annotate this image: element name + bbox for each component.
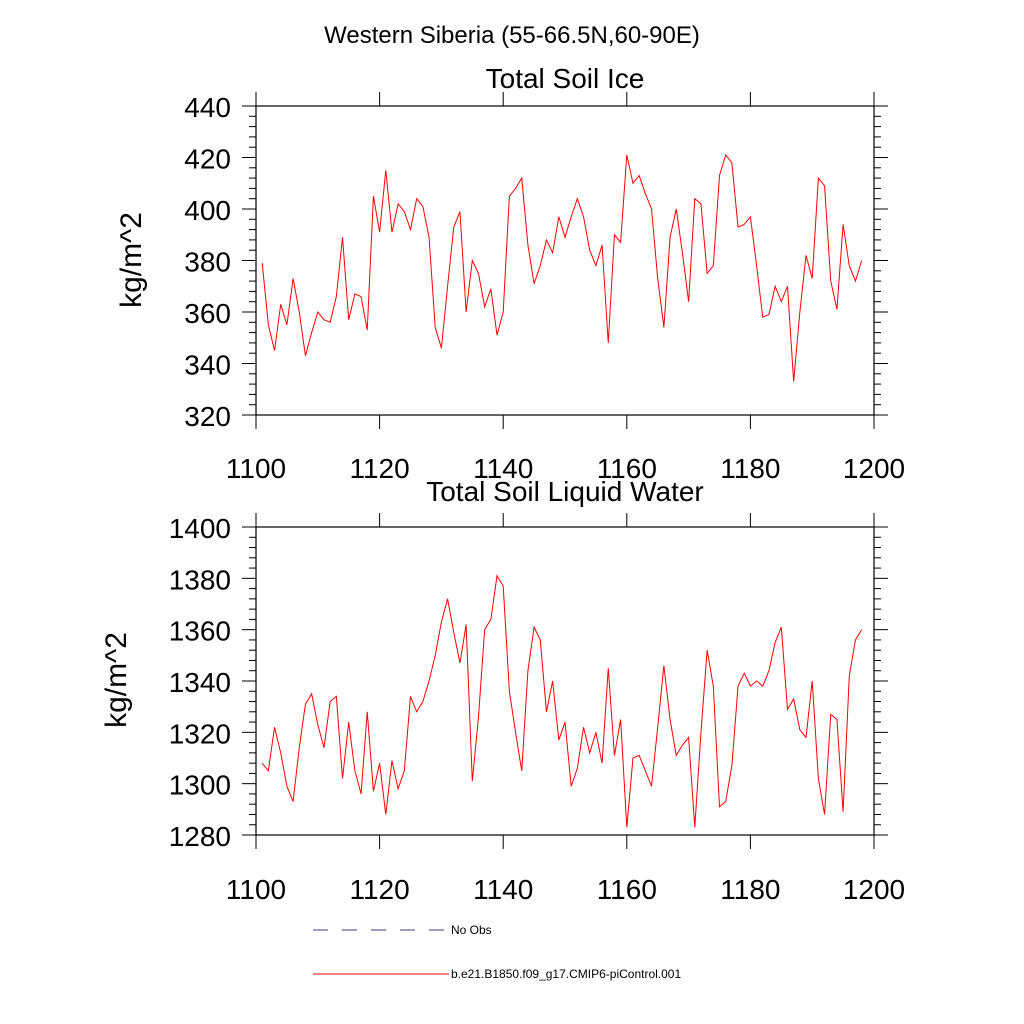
legend: No Obs b.e21.B1850.f09_g17.CMIP6-piContr…	[313, 923, 681, 981]
x-tick-label-1100: 1100	[226, 874, 286, 905]
y-tick-label-1300: 1300	[169, 770, 231, 801]
x-tick-label-1120: 1120	[349, 453, 409, 484]
y-tick-label-440: 440	[184, 92, 231, 123]
y-tick-label-1280: 1280	[169, 821, 231, 852]
figure-title: Western Siberia (55-66.5N,60-90E)	[324, 22, 700, 49]
y-tick-label-380: 380	[184, 247, 231, 278]
y-tick-label-1340: 1340	[169, 667, 231, 698]
x-tick-label-1100: 1100	[226, 453, 286, 484]
series-total-soil-ice	[261, 153, 863, 382]
chart-title-total-soil-liquid-water: Total Soil Liquid Water	[426, 476, 704, 507]
tick-labels-total-soil-ice: 320 340 360 380 400 420 440 1100 1120 1140 1160 118…	[184, 92, 905, 484]
y-tick-label-420: 420	[184, 144, 231, 175]
x-tick-label-1140: 1140	[473, 874, 533, 905]
series-total-soil-liquid-water	[261, 574, 863, 828]
chart-title-total-soil-ice: Total Soil Ice	[486, 63, 645, 94]
plot-frame-total-soil-liquid-water	[255, 526, 875, 836]
x-tick-label-1200: 1200	[843, 453, 905, 484]
y-tick-label-340: 340	[184, 350, 231, 381]
y-tick-label-360: 360	[184, 298, 231, 329]
tick-labels-total-soil-liquid-water: 1280 1300 1320 1340 1360 1380 1400 1100 1120 1140…	[169, 513, 905, 905]
legend-label-model: b.e21.B1850.f09_g17.CMIP6-piControl.001	[451, 967, 681, 981]
legend-item-model: b.e21.B1850.f09_g17.CMIP6-piControl.001	[313, 967, 681, 981]
panel-total-soil-liquid-water: Total Soil Liquid Water kg/m^2 128013001…	[100, 476, 905, 905]
plot-frame-total-soil-ice	[255, 105, 875, 416]
y-tick-label-320: 320	[184, 401, 231, 432]
y-axis-label-total-soil-ice: kg/m^2	[115, 212, 148, 308]
y-tick-label-1320: 1320	[169, 718, 231, 749]
x-tick-label-1140: 1140	[473, 453, 533, 484]
x-tick-label-1120: 1120	[349, 874, 409, 905]
x-tick-label-1160: 1160	[597, 453, 657, 484]
legend-item-no-obs: No Obs	[313, 923, 492, 937]
y-tick-label-1380: 1380	[169, 564, 231, 595]
panel-total-soil-ice: Total Soil Ice kg/m^2 320 340 360 380 400 420…	[115, 63, 905, 484]
series-line-total-soil-ice	[261, 153, 863, 382]
y-tick-label-400: 400	[184, 195, 231, 226]
axis-ticks-total-soil-ice	[242, 92, 888, 429]
y-axis-label-total-soil-liquid-water: kg/m^2	[100, 632, 133, 728]
x-tick-label-1180: 1180	[720, 453, 780, 484]
x-tick-label-1200: 1200	[843, 874, 905, 905]
legend-label-no-obs: No Obs	[451, 923, 492, 937]
y-tick-label-1400: 1400	[169, 513, 231, 544]
x-tick-label-1160: 1160	[597, 874, 657, 905]
y-tick-label-1360: 1360	[169, 616, 231, 647]
x-tick-label-1180: 1180	[720, 874, 780, 905]
series-line-total-soil-liquid-water	[261, 574, 863, 828]
axis-ticks-total-soil-liquid-water	[242, 513, 888, 849]
